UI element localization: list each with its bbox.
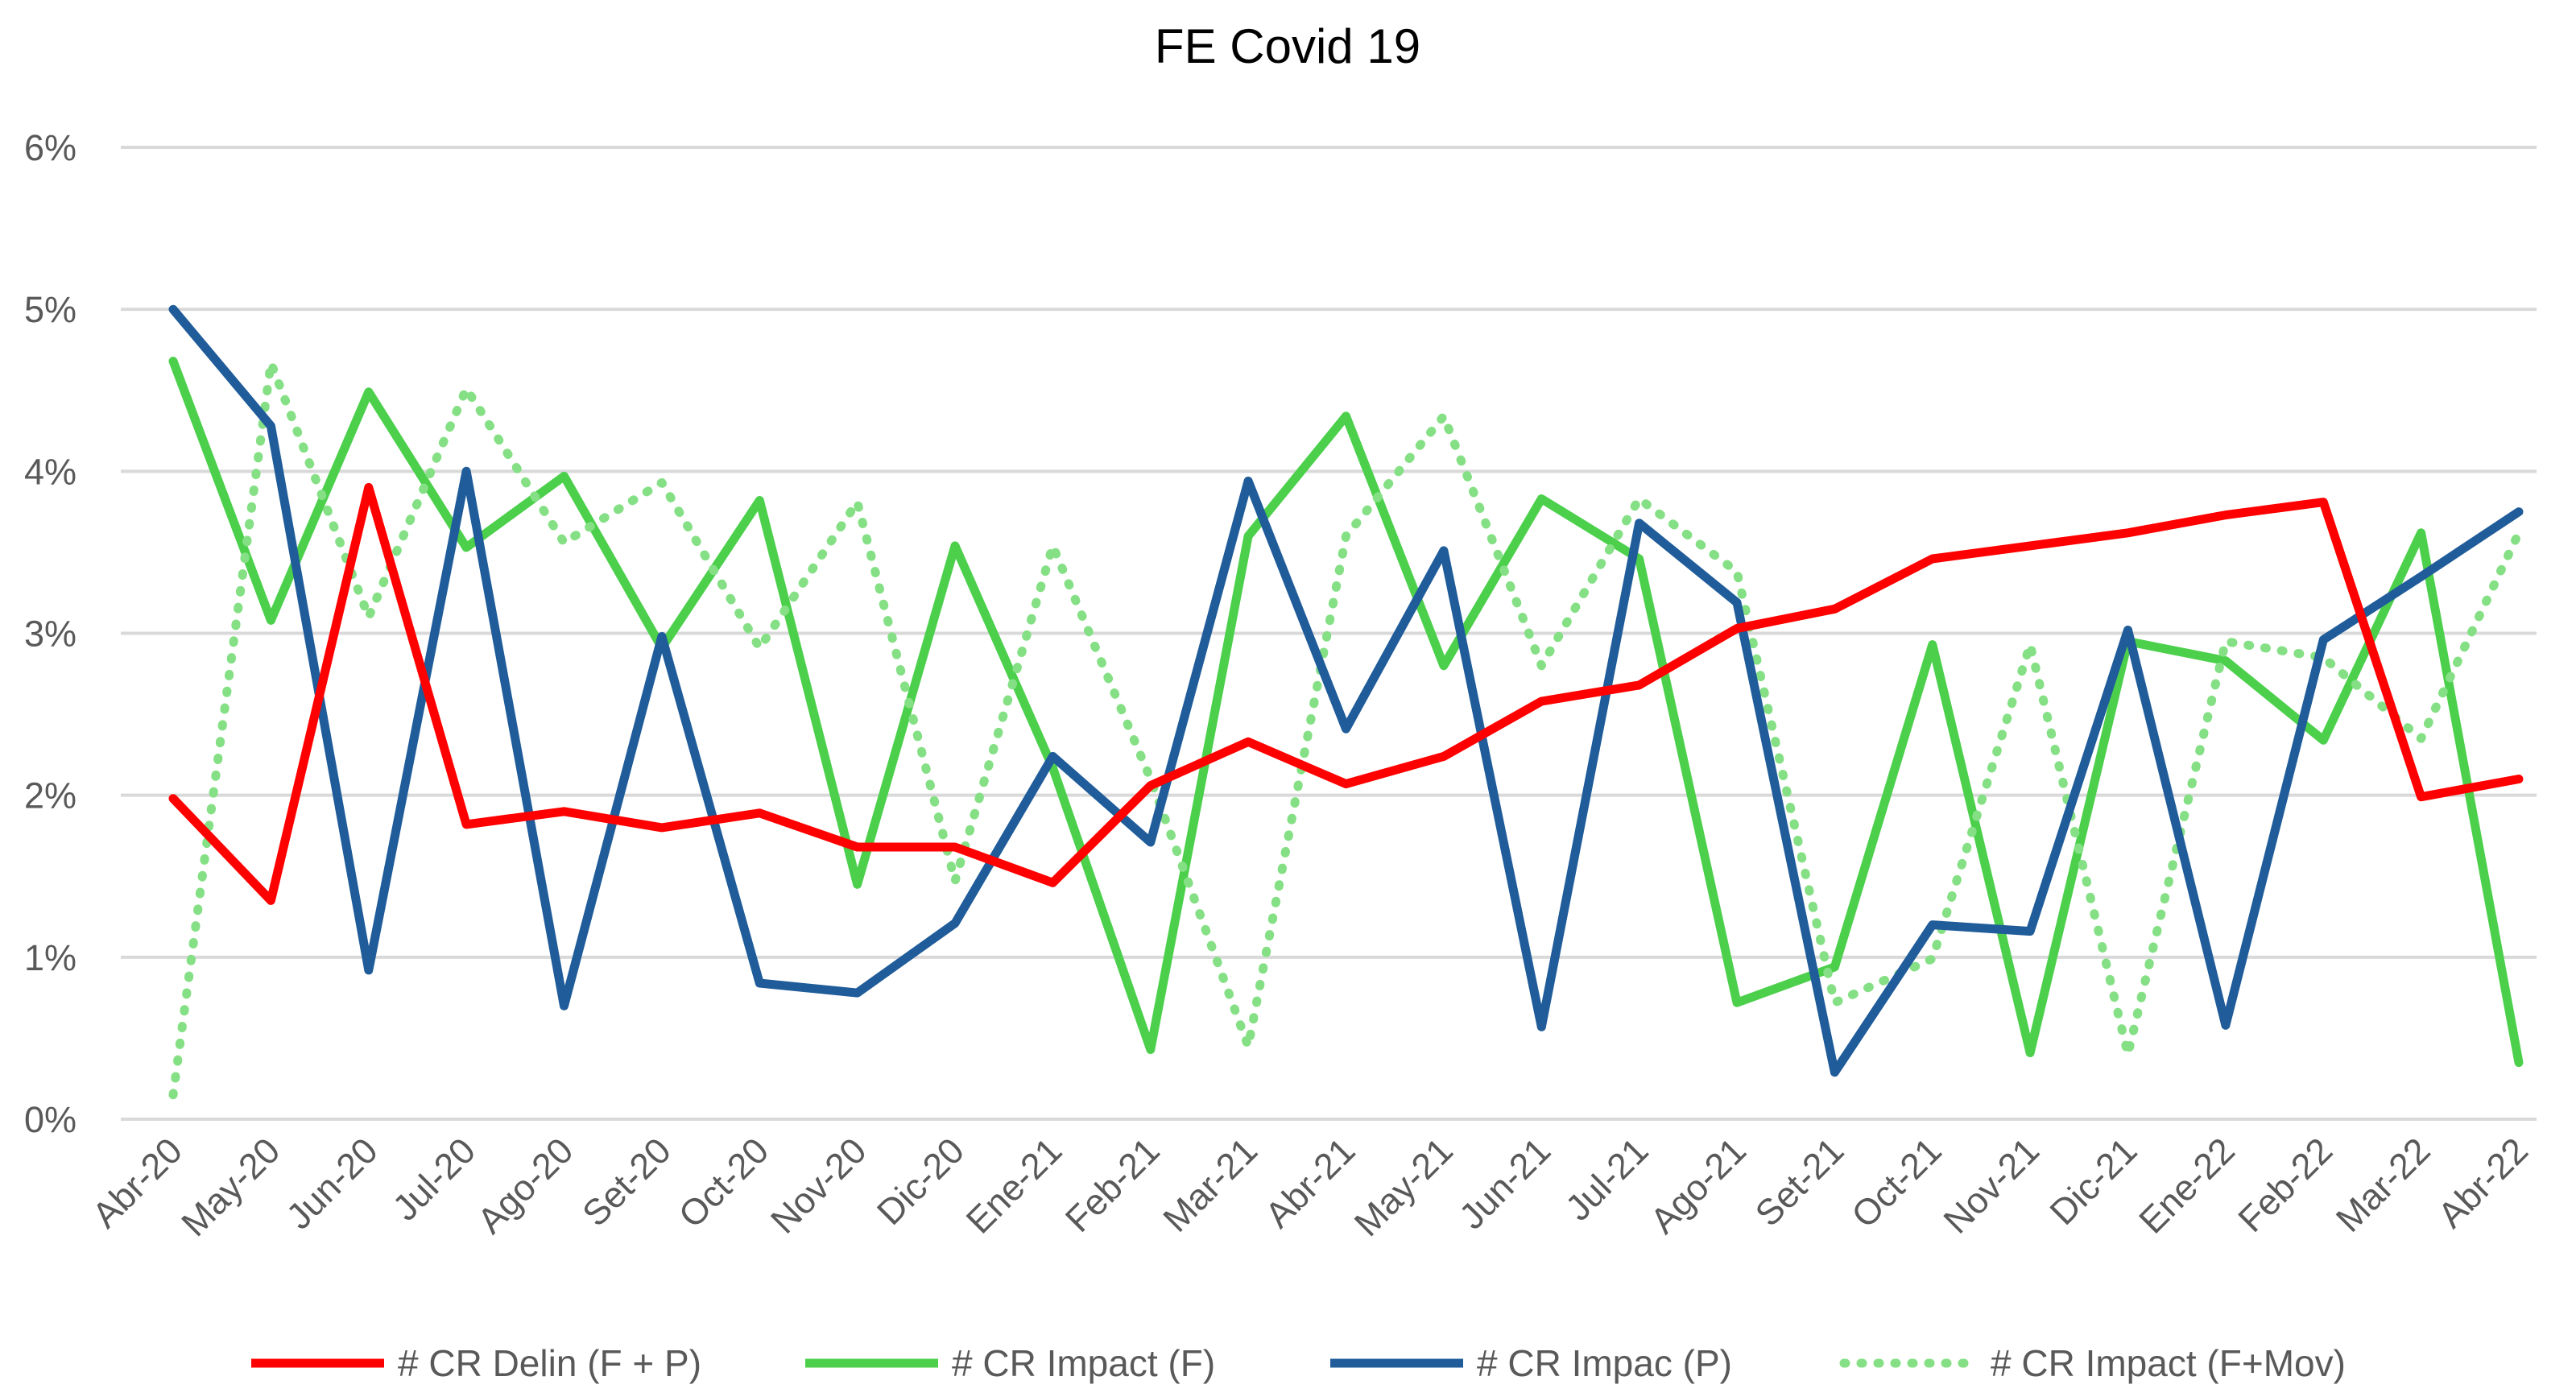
y-tick-label: 6% [24,127,76,168]
x-tick-label: Ago-21 [1642,1130,1754,1242]
x-tick-label: Oct-21 [1843,1130,1950,1236]
x-tick-label: Mar-22 [2328,1130,2438,1240]
x-tick-label: Nov-21 [1936,1130,2048,1242]
legend-label: # CR Delin (F + P) [398,1342,701,1384]
x-tick-label: Set-20 [574,1130,679,1234]
x-tick-label: May-21 [1346,1130,1461,1244]
x-tick-label: Ago-20 [469,1130,581,1242]
x-tick-label: Nov-20 [763,1130,875,1242]
x-axis-ticks: Abr-20May-20Jun-20Jul-20Ago-20Set-20Oct-… [84,1130,2536,1244]
y-tick-label: 2% [24,775,76,816]
legend-label: # CR Impact (F) [952,1342,1215,1384]
x-tick-label: Mar-21 [1155,1130,1265,1240]
x-tick-label: Dic-20 [869,1130,972,1233]
x-tick-label: Ene-22 [2131,1130,2243,1242]
y-tick-label: 3% [24,614,76,655]
y-tick-label: 1% [24,937,76,978]
legend-label: # CR Impact (F+Mov) [1991,1342,2346,1384]
x-tick-label: Jun-20 [278,1130,385,1237]
series-line-3 [168,358,2524,1100]
y-tick-label: 0% [24,1099,76,1140]
x-tick-label: Jun-21 [1451,1130,1558,1237]
legend: # CR Delin (F + P) # CR Impact (F) # CR Im… [251,1342,2346,1384]
series-line-0 [168,482,2524,905]
y-tick-label: 5% [24,289,76,330]
x-tick-label: Dic-21 [2042,1130,2145,1233]
series-line-2 [168,304,2524,1077]
x-tick-label: Set-21 [1747,1130,1852,1234]
y-tick-label: 4% [24,451,76,492]
x-tick-label: Abr-20 [84,1130,190,1236]
legend-label: # CR Impac (P) [1477,1342,1732,1384]
x-tick-label: Jul-20 [384,1130,483,1229]
chart-title: FE Covid 19 [1155,19,1420,73]
x-tick-label: Feb-21 [1057,1130,1168,1240]
x-tick-label: May-20 [173,1130,287,1244]
x-tick-label: Ene-21 [958,1130,1070,1242]
x-tick-label: Abr-21 [1257,1130,1363,1236]
x-tick-label: Jul-21 [1557,1130,1656,1229]
x-tick-label: Feb-22 [2230,1130,2340,1240]
x-tick-label: Oct-20 [671,1130,777,1236]
series-lines [168,304,2524,1100]
x-tick-label: Abr-22 [2429,1130,2536,1236]
y-axis-ticks: 0% 1% 2% 3% 4% 5% 6% [24,127,76,1140]
